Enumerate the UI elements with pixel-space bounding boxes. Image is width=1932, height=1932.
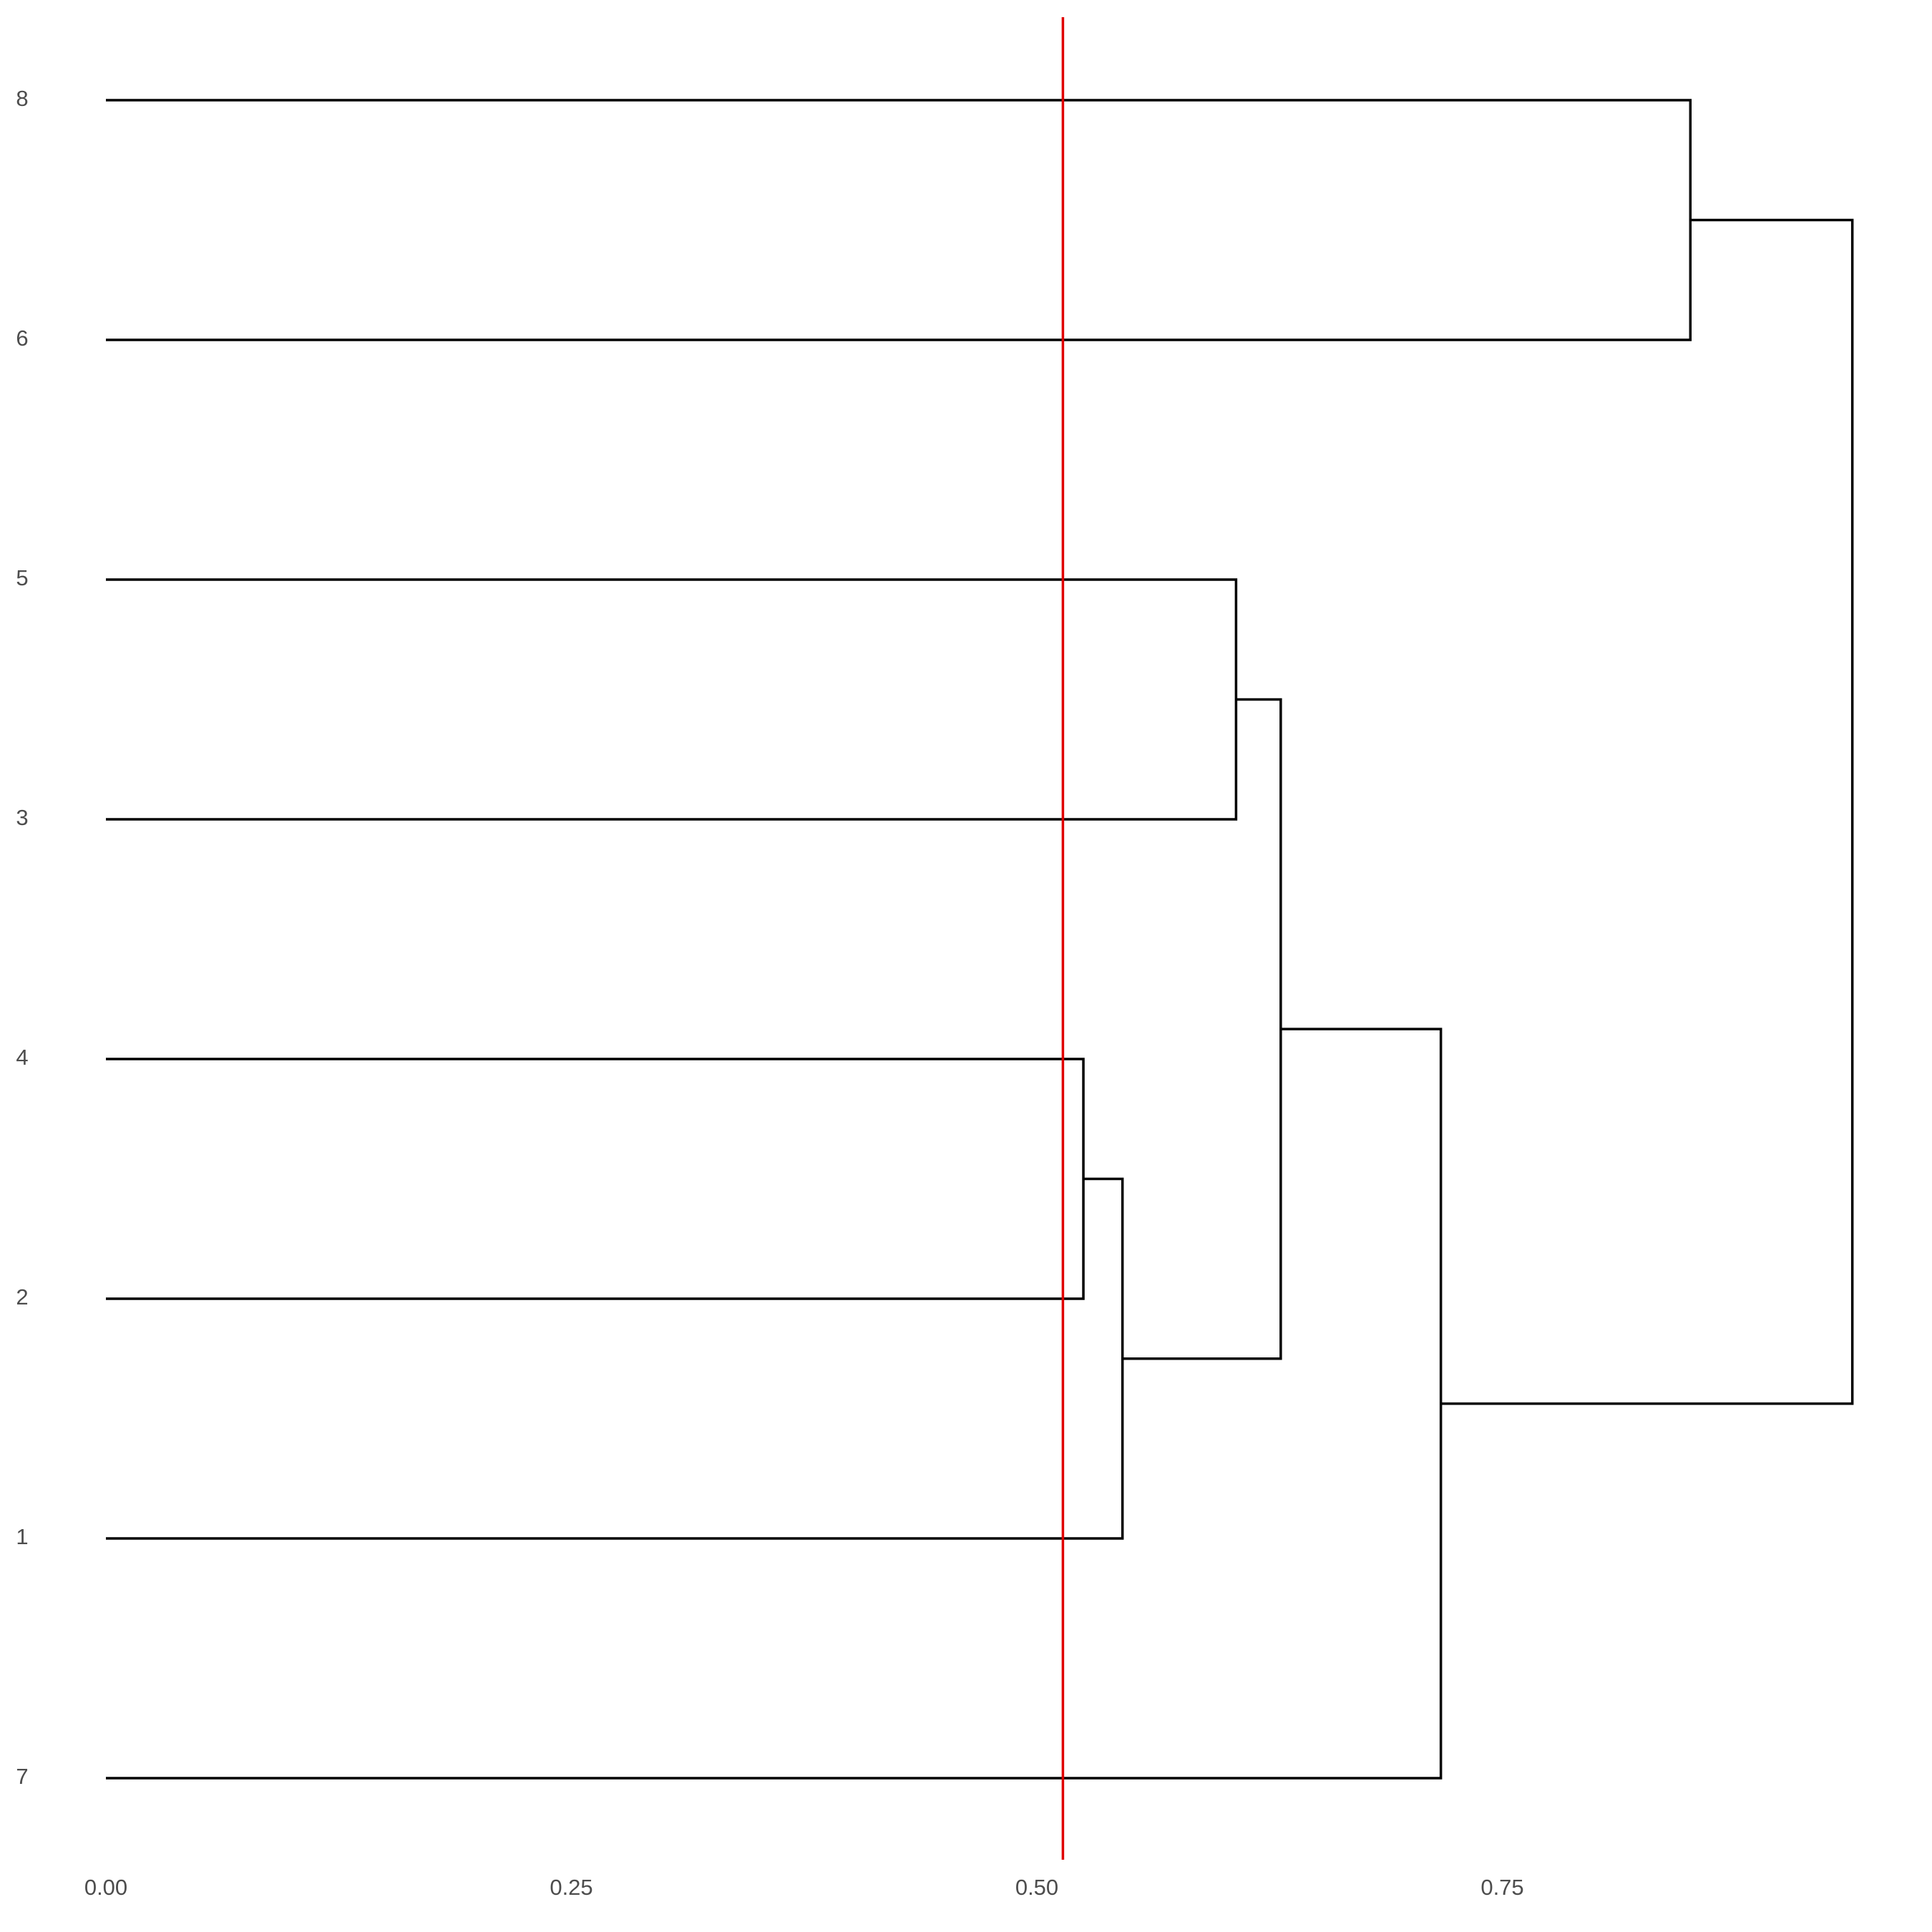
x-tick-label: 0.50: [1015, 1875, 1058, 1900]
x-tick-label: 0.25: [550, 1875, 592, 1900]
dendrogram-link: [106, 578, 1238, 821]
leaf-label: 5: [16, 565, 28, 590]
leaf-label: 3: [16, 805, 28, 830]
dendrogram-link: [1440, 218, 1854, 1405]
x-tick-label: 0.75: [1480, 1875, 1523, 1900]
leaf-label: 1: [16, 1524, 28, 1549]
dendrogram-link: [106, 99, 1692, 341]
dendrogram-link: [1122, 698, 1282, 1360]
x-tick-label: 0.00: [84, 1875, 127, 1900]
dendrogram-link: [106, 1028, 1443, 1780]
leaf-label: 6: [16, 326, 28, 351]
dendrogram-link: [106, 1177, 1124, 1540]
dendrogram-link: [106, 1058, 1085, 1300]
leaf-label: 7: [16, 1764, 28, 1789]
leaf-label: 8: [16, 86, 28, 111]
leaf-label: 2: [16, 1284, 28, 1309]
leaf-label: 4: [16, 1045, 28, 1070]
